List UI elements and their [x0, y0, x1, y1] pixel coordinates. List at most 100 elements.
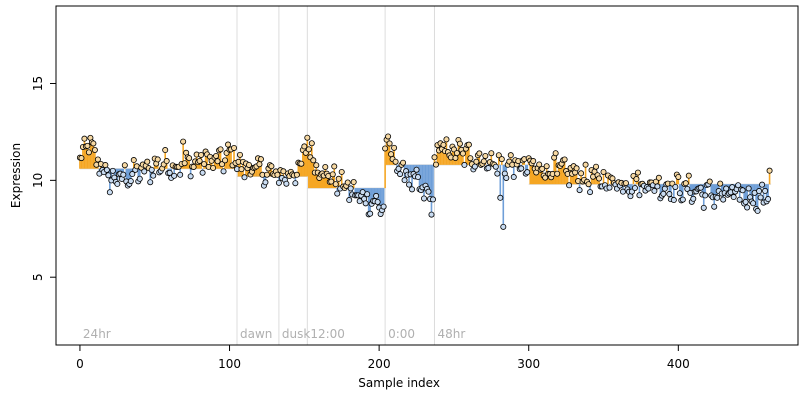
data-point	[338, 168, 345, 175]
data-point	[292, 180, 299, 187]
data-point	[346, 197, 353, 204]
data-point	[636, 192, 643, 199]
data-point	[745, 185, 752, 192]
data-point	[335, 175, 342, 182]
data-point	[566, 182, 573, 189]
data-point	[554, 170, 561, 177]
data-point	[106, 189, 113, 196]
data-point	[596, 175, 603, 182]
data-point	[364, 191, 371, 198]
x-tick-label: 300	[517, 357, 540, 371]
data-point	[283, 180, 290, 187]
data-point	[453, 150, 460, 157]
data-point	[429, 196, 436, 203]
data-point	[274, 171, 281, 178]
x-tick-label: 100	[218, 357, 241, 371]
data-point	[690, 195, 697, 202]
data-point	[380, 203, 387, 210]
data-point	[109, 167, 116, 174]
data-point	[500, 223, 507, 230]
data-point	[413, 166, 420, 173]
phase-label: 24hr	[83, 327, 111, 341]
data-point	[482, 152, 489, 159]
data-point	[395, 165, 402, 172]
data-point	[492, 163, 499, 170]
data-point	[651, 187, 658, 194]
data-point	[759, 181, 766, 188]
data-point	[494, 170, 501, 177]
data-point	[350, 179, 357, 186]
data-point	[723, 185, 730, 192]
data-point	[471, 163, 478, 170]
data-point	[485, 165, 492, 172]
data-point	[162, 147, 169, 154]
data-point	[498, 156, 505, 163]
data-point	[717, 180, 724, 187]
data-point	[467, 155, 474, 162]
data-point	[645, 185, 652, 192]
data-point	[84, 142, 91, 149]
data-point	[199, 169, 206, 176]
data-point	[171, 172, 178, 179]
data-point	[90, 140, 97, 147]
data-point	[666, 191, 673, 198]
data-point	[329, 171, 336, 178]
data-point	[539, 165, 546, 172]
y-axis: 5 10 15	[31, 76, 56, 281]
data-point	[600, 168, 607, 175]
data-point	[127, 178, 134, 185]
data-point	[308, 140, 315, 147]
data-point	[367, 210, 374, 217]
data-point	[415, 174, 422, 181]
data-point	[275, 179, 282, 186]
data-point	[220, 168, 227, 175]
data-point	[347, 185, 354, 192]
data-point	[495, 152, 502, 159]
data-point	[129, 171, 136, 178]
data-point	[217, 146, 224, 153]
data-point	[198, 151, 205, 158]
data-point	[634, 169, 641, 176]
data-point	[262, 179, 269, 186]
data-point	[428, 211, 435, 218]
data-point	[120, 171, 127, 178]
data-point	[679, 196, 686, 203]
data-point	[530, 158, 537, 165]
data-point	[524, 169, 531, 176]
data-point	[334, 190, 341, 197]
data-point	[400, 159, 407, 166]
data-point	[440, 141, 447, 148]
data-point	[231, 144, 238, 151]
data-point	[421, 195, 428, 202]
data-point	[91, 146, 98, 153]
data-point	[293, 171, 300, 178]
y-tick-label: 10	[31, 173, 45, 188]
y-tick-label: 5	[31, 273, 45, 281]
data-point	[606, 184, 613, 191]
data-point	[305, 146, 312, 153]
data-point	[210, 164, 217, 171]
data-point	[480, 158, 487, 165]
data-point	[388, 151, 395, 158]
data-point	[147, 179, 154, 186]
data-point	[331, 163, 338, 170]
data-point	[543, 163, 550, 170]
data-point	[373, 192, 380, 199]
data-point	[177, 171, 184, 178]
data-point	[473, 158, 480, 165]
data-point	[268, 163, 275, 170]
data-point	[310, 157, 317, 164]
data-point	[150, 172, 157, 179]
data-point	[105, 172, 112, 179]
data-point	[201, 161, 208, 168]
data-point	[406, 181, 413, 188]
data-point	[214, 158, 221, 165]
data-point	[374, 198, 381, 205]
data-point	[762, 187, 769, 194]
data-point	[452, 154, 459, 161]
data-point	[675, 173, 682, 180]
data-point	[685, 172, 692, 179]
data-point	[180, 138, 187, 145]
data-point	[756, 188, 763, 195]
